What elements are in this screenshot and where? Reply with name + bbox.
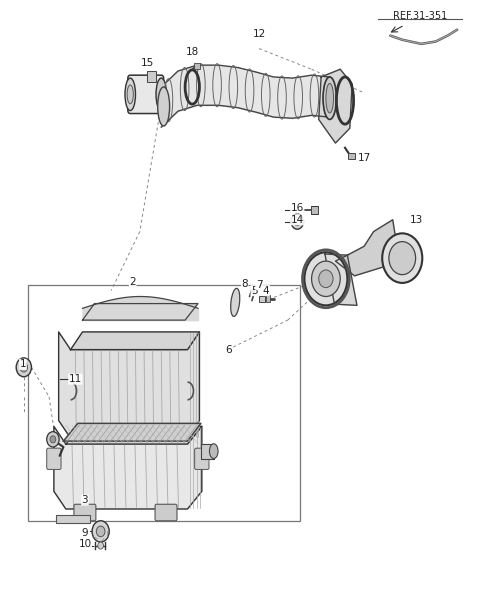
Circle shape: [16, 358, 32, 377]
Text: 1: 1: [20, 359, 26, 369]
Ellipse shape: [231, 288, 240, 317]
Polygon shape: [63, 423, 201, 441]
Text: 7: 7: [256, 280, 263, 290]
Ellipse shape: [156, 78, 167, 110]
Polygon shape: [59, 332, 199, 438]
Bar: [28, 285, 300, 521]
Bar: [147, 71, 156, 82]
Bar: [194, 63, 200, 69]
Ellipse shape: [125, 78, 135, 110]
Text: 4: 4: [263, 286, 270, 295]
Circle shape: [20, 362, 28, 372]
Text: 15: 15: [140, 58, 154, 68]
Circle shape: [382, 234, 422, 283]
Circle shape: [98, 542, 104, 549]
Polygon shape: [201, 444, 214, 459]
Text: 12: 12: [252, 29, 266, 39]
Circle shape: [47, 432, 59, 447]
Text: 2: 2: [129, 277, 136, 287]
Bar: [56, 515, 90, 523]
Circle shape: [96, 526, 105, 537]
Bar: [266, 295, 270, 302]
FancyBboxPatch shape: [47, 448, 61, 470]
Ellipse shape: [323, 77, 336, 119]
Polygon shape: [336, 220, 397, 276]
Ellipse shape: [209, 444, 218, 458]
Text: 13: 13: [410, 215, 423, 225]
Bar: [311, 206, 318, 214]
Circle shape: [291, 214, 303, 229]
Text: 10: 10: [78, 540, 92, 549]
Text: 16: 16: [291, 203, 304, 213]
FancyBboxPatch shape: [195, 448, 209, 470]
Text: 6: 6: [225, 345, 231, 355]
Circle shape: [304, 252, 348, 305]
Text: 8: 8: [241, 279, 248, 289]
Bar: [259, 296, 265, 302]
Polygon shape: [71, 332, 199, 350]
Polygon shape: [325, 254, 357, 305]
Circle shape: [312, 261, 340, 296]
Circle shape: [389, 241, 416, 275]
Text: REF.31-351: REF.31-351: [393, 11, 447, 21]
Polygon shape: [66, 426, 202, 444]
Text: 9: 9: [82, 528, 88, 538]
Circle shape: [50, 436, 56, 443]
Polygon shape: [54, 426, 202, 509]
Circle shape: [92, 521, 109, 542]
Ellipse shape: [157, 87, 169, 126]
Text: 18: 18: [186, 47, 199, 56]
Polygon shape: [83, 304, 198, 320]
Circle shape: [294, 218, 300, 226]
Ellipse shape: [127, 85, 133, 104]
Ellipse shape: [326, 84, 334, 113]
Polygon shape: [319, 69, 352, 143]
Circle shape: [319, 270, 333, 288]
FancyBboxPatch shape: [155, 504, 177, 521]
Text: 17: 17: [358, 153, 371, 163]
Text: 5: 5: [251, 286, 258, 295]
FancyBboxPatch shape: [74, 504, 96, 521]
FancyBboxPatch shape: [128, 75, 164, 113]
Bar: [348, 153, 355, 159]
Text: 3: 3: [82, 495, 88, 505]
Text: 11: 11: [69, 374, 82, 384]
Text: 14: 14: [291, 215, 304, 225]
